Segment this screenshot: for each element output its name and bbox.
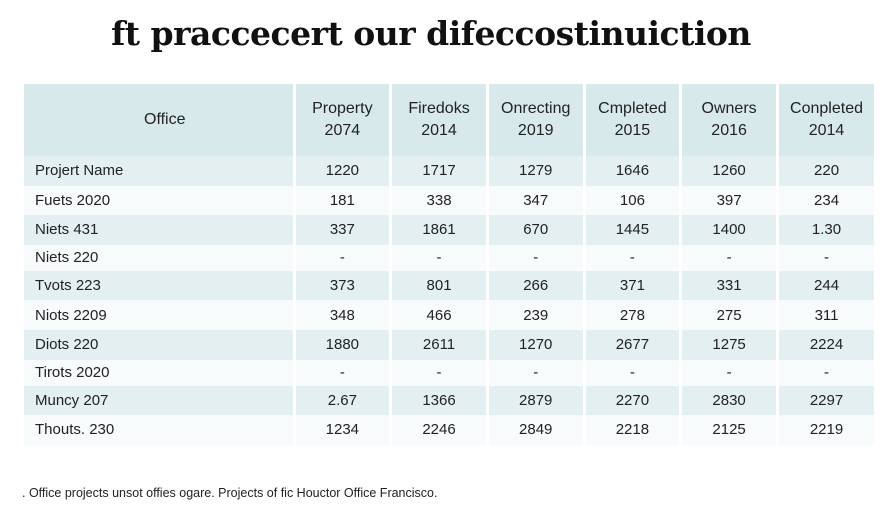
footnote: . Office projects unsot offies ogare. Pr…: [22, 486, 438, 500]
table-cell: 2677: [582, 329, 681, 360]
table-cell: 2246: [389, 415, 488, 445]
table-cell: 397: [679, 185, 778, 216]
table-cell: -: [485, 359, 585, 386]
table-cell: -: [485, 244, 585, 271]
table-cell: 266: [485, 270, 585, 301]
row-label: Diots 220: [24, 329, 294, 360]
table-cell: 1.30: [775, 215, 875, 245]
table-row: Niets 220- - - - - -: [24, 244, 875, 271]
table-cell: 466: [389, 300, 488, 330]
table-row: Niets 431 337 1861 670 1445 1400 1.30: [24, 215, 875, 245]
table-cell: -: [679, 244, 778, 271]
table-cell: 2879: [485, 385, 585, 416]
table-cell: 2830: [679, 385, 778, 416]
row-label: Niots 2209: [24, 300, 294, 330]
table-cell: -: [679, 359, 778, 386]
table-row: Thouts. 230 1234 2246 2849 2218 2125 2219: [24, 415, 875, 445]
row-label: Muncy 207: [24, 385, 294, 416]
data-table-container: Office Property 2074 Firedoks 2014 Onrecti…: [24, 84, 875, 462]
table-cell: -: [582, 359, 681, 386]
table-cell: 239: [485, 300, 585, 330]
table-cell: 1717: [389, 156, 488, 186]
row-label: Niets 431: [24, 215, 294, 245]
table-row: Fuets 2020 181 338 347 106 397 234: [24, 185, 875, 216]
table-cell: 2297: [775, 385, 875, 416]
table-cell: 181: [292, 185, 391, 216]
table-cell: 1880: [292, 329, 391, 360]
table-row: Niots 2209 348 466 239 278 275 311: [24, 300, 875, 330]
table-cell: 2219: [775, 415, 875, 445]
row-label: Projert Name: [24, 156, 294, 186]
table-cell: 1260: [679, 156, 778, 186]
column-header: Conpleted 2014: [775, 84, 875, 156]
table-cell: 2224: [775, 329, 875, 360]
table-cell: 670: [485, 215, 585, 245]
table-cell: 801: [389, 270, 488, 301]
table-cell: -: [775, 359, 875, 386]
row-label: Niets 220: [24, 244, 294, 271]
table-cell: 1646: [582, 156, 681, 186]
table-cell: -: [292, 244, 391, 271]
table-cell: 244: [775, 270, 875, 301]
table-cell: -: [389, 244, 488, 271]
table-cell: 371: [582, 270, 681, 301]
table-row: Tvots 223 373 801 266 371 331 244: [24, 270, 875, 301]
table-cell: 278: [582, 300, 681, 330]
row-label: Tvots 223: [24, 270, 294, 301]
table-row: Projert Name 1220 1717 1279 1646 1260 220: [24, 156, 875, 186]
table-cell: 1366: [389, 385, 488, 416]
row-label: Tirots 2020: [24, 359, 294, 386]
table-cell: 1445: [582, 215, 681, 245]
column-header: Cmpleted 2015: [582, 84, 681, 156]
table-row: Diots 220 1880 2611 1270 2677 1275 2224: [24, 329, 875, 360]
column-header: Office: [24, 84, 294, 156]
table-cell: 2.67: [292, 385, 391, 416]
table-cell: 1275: [679, 329, 778, 360]
table-cell: 331: [679, 270, 778, 301]
table-cell: 348: [292, 300, 391, 330]
table-body: Projert Name 1220 1717 1279 1646 1260 220 Fuets…: [24, 156, 875, 445]
column-header: Property 2074: [292, 84, 391, 156]
row-label: Fuets 2020: [24, 185, 294, 216]
table-header-row: Office Property 2074 Firedoks 2014 Onrecti…: [24, 84, 875, 156]
page-title: ft praccecert our difeccostinuiction: [111, 14, 751, 53]
row-label: Thouts. 230: [24, 415, 294, 445]
column-header: Onrecting 2019: [485, 84, 585, 156]
table-cell: 275: [679, 300, 778, 330]
table-cell: 1270: [485, 329, 585, 360]
table-cell: 337: [292, 215, 391, 245]
table-cell: 338: [389, 185, 488, 216]
table-cell: -: [292, 359, 391, 386]
table-cell: -: [389, 359, 488, 386]
table-row: Muncy 207 2.67 1366 2879 2270 2830 2297: [24, 385, 875, 416]
table-cell: 106: [582, 185, 681, 216]
table-cell: 1400: [679, 215, 778, 245]
data-table: Office Property 2074 Firedoks 2014 Onrecti…: [24, 84, 875, 445]
table-cell: 311: [775, 300, 875, 330]
column-header: Firedoks 2014: [389, 84, 488, 156]
table-cell: 1220: [292, 156, 391, 186]
table-row: Tirots 2020- - - - - -: [24, 359, 875, 386]
table-cell: 1279: [485, 156, 585, 186]
table-cell: 234: [775, 185, 875, 216]
table-cell: 220: [775, 156, 875, 186]
table-cell: 1861: [389, 215, 488, 245]
column-header: Owners 2016: [679, 84, 778, 156]
table-cell: 373: [292, 270, 391, 301]
table-cell: -: [775, 244, 875, 271]
table-cell: 2270: [582, 385, 681, 416]
table-cell: 347: [485, 185, 585, 216]
table-cell: 1234: [292, 415, 391, 445]
table-cell: 2218: [582, 415, 681, 445]
table-cell: 2125: [679, 415, 778, 445]
table-cell: -: [582, 244, 681, 271]
table-cell: 2611: [389, 329, 488, 360]
table-cell: 2849: [485, 415, 585, 445]
